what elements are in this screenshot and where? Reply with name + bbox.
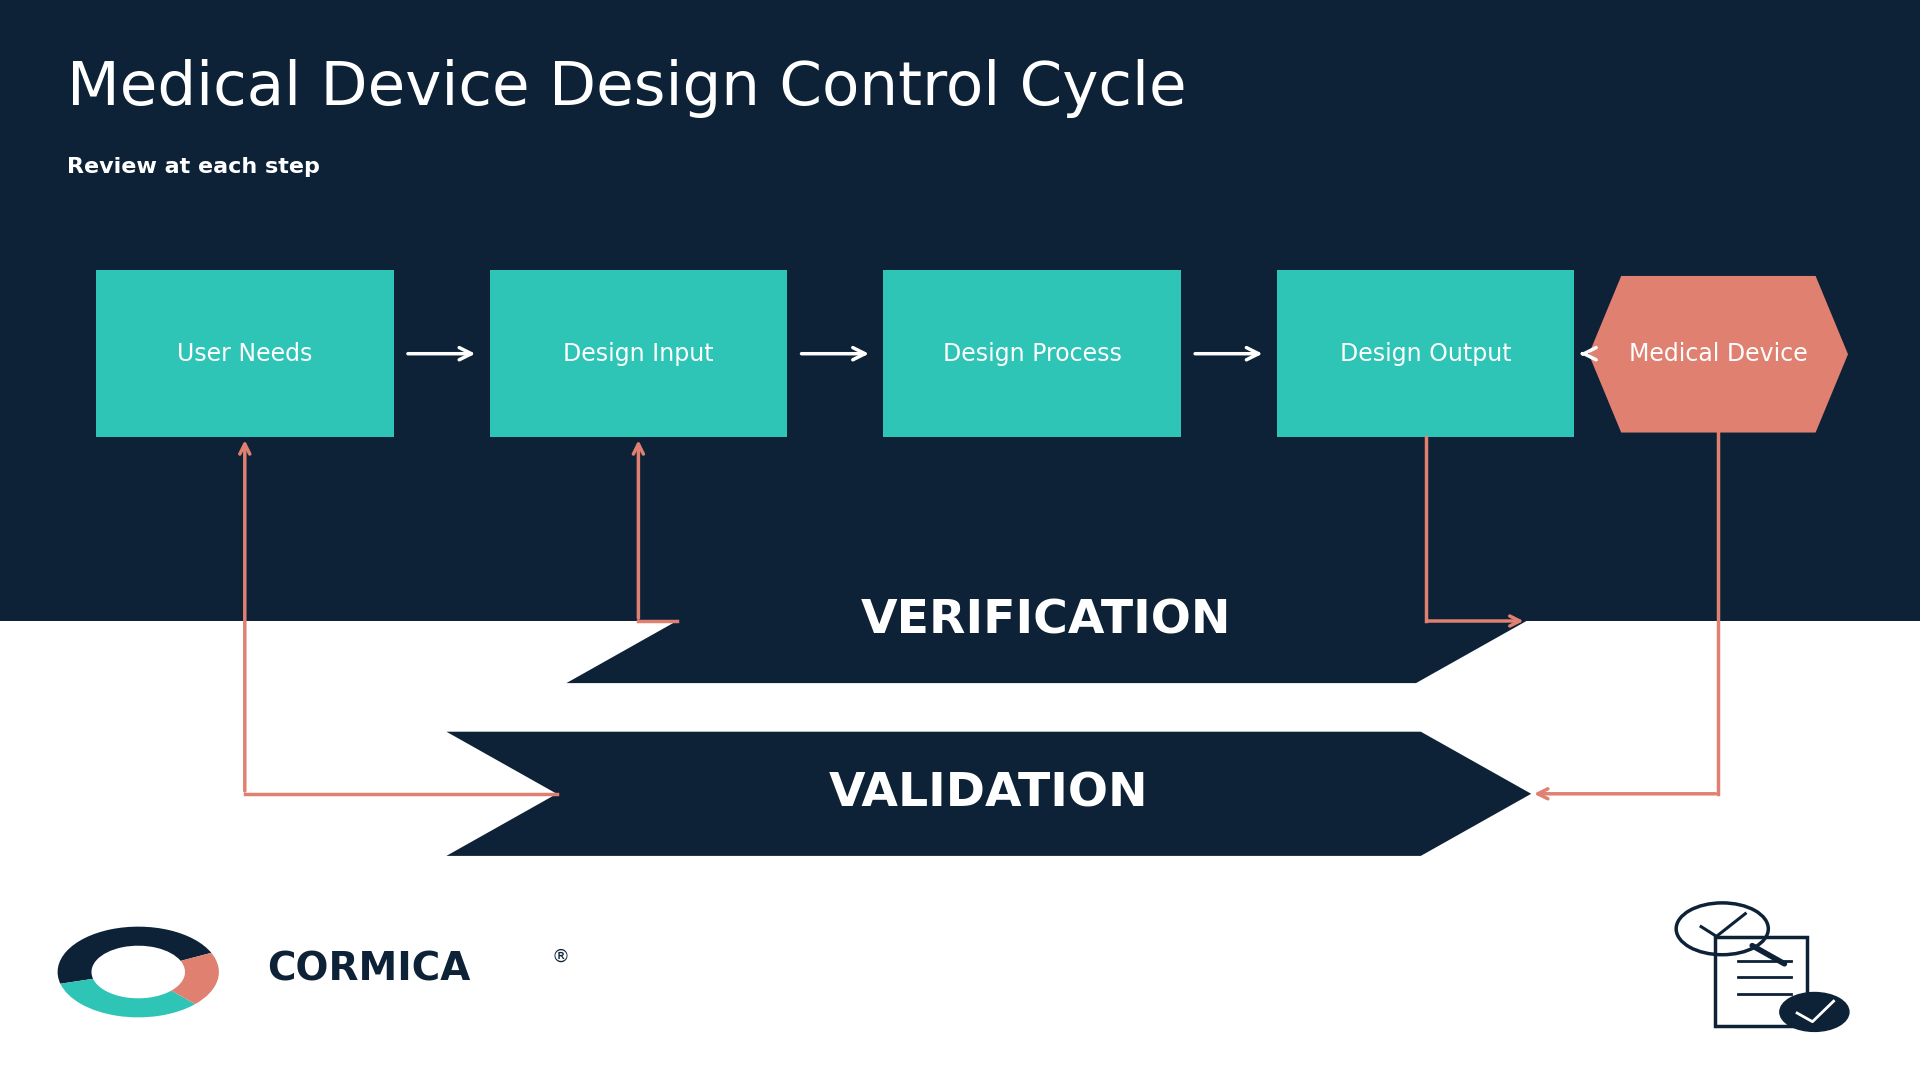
- Text: User Needs: User Needs: [177, 341, 313, 366]
- Polygon shape: [447, 732, 1532, 855]
- Text: Review at each step: Review at each step: [67, 157, 321, 177]
- Wedge shape: [171, 953, 219, 1004]
- FancyArrowPatch shape: [801, 348, 866, 360]
- Text: ®: ®: [551, 948, 570, 966]
- Wedge shape: [58, 927, 211, 984]
- FancyArrowPatch shape: [1582, 348, 1596, 360]
- Text: Medical Device Design Control Cycle: Medical Device Design Control Cycle: [67, 59, 1187, 119]
- Wedge shape: [60, 978, 196, 1017]
- FancyArrowPatch shape: [407, 348, 472, 360]
- FancyBboxPatch shape: [0, 0, 1920, 621]
- FancyBboxPatch shape: [1277, 270, 1574, 437]
- Text: Design Process: Design Process: [943, 341, 1121, 366]
- Circle shape: [1780, 993, 1849, 1031]
- Text: CORMICA: CORMICA: [267, 950, 470, 989]
- FancyBboxPatch shape: [490, 270, 787, 437]
- Text: VALIDATION: VALIDATION: [829, 771, 1148, 816]
- Text: VERIFICATION: VERIFICATION: [862, 598, 1231, 644]
- FancyBboxPatch shape: [96, 270, 394, 437]
- Polygon shape: [566, 559, 1526, 684]
- Text: Design Input: Design Input: [563, 341, 714, 366]
- Polygon shape: [1590, 275, 1847, 432]
- Text: Medical Device: Medical Device: [1628, 342, 1809, 366]
- Text: Design Output: Design Output: [1340, 341, 1511, 366]
- FancyArrowPatch shape: [1194, 348, 1260, 360]
- FancyBboxPatch shape: [883, 270, 1181, 437]
